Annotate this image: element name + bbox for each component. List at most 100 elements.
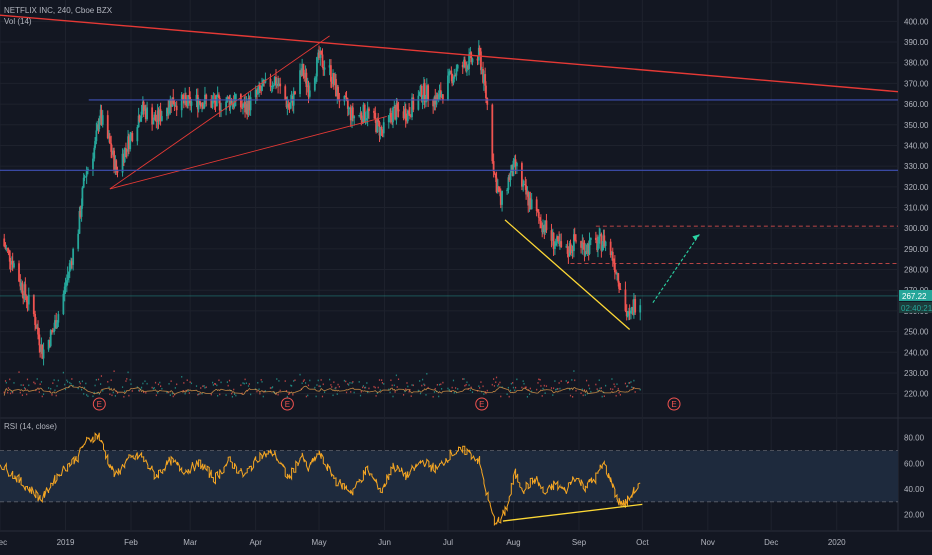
last-price-text: 267.22	[902, 292, 927, 301]
volume-bar	[316, 384, 318, 386]
candle-body	[553, 245, 556, 250]
volume-bar	[172, 395, 174, 398]
volume-bar	[539, 378, 541, 381]
volume-bar	[242, 382, 244, 384]
volume-bar	[419, 392, 422, 395]
candle-body	[394, 106, 397, 120]
candle-body	[211, 100, 214, 108]
volume-bar	[94, 384, 96, 387]
trend-drawings	[0, 14, 899, 331]
candle-body	[24, 284, 27, 297]
candle-body	[305, 72, 308, 88]
volume-bar	[471, 391, 474, 393]
candle-body	[189, 97, 192, 106]
volume-bar	[21, 394, 24, 396]
candle-body	[278, 83, 280, 86]
volume-bar	[362, 385, 365, 387]
volume-bar	[170, 380, 172, 382]
volume-bar	[138, 390, 141, 392]
candle-body	[70, 261, 73, 265]
volume-bar	[200, 387, 202, 389]
volume-bar	[66, 379, 68, 382]
volume-bar	[447, 387, 449, 390]
volume-bar	[70, 383, 72, 385]
candle-body	[125, 148, 127, 150]
volume-bar	[9, 392, 12, 395]
candle-body	[586, 243, 589, 253]
candle-body	[131, 133, 134, 142]
volume-bar	[202, 385, 204, 387]
volume-bar	[336, 393, 338, 395]
candle-body	[144, 108, 147, 120]
volume-bar	[500, 395, 502, 398]
candle-body	[54, 320, 56, 329]
volume-bar	[368, 387, 370, 390]
candle-body	[510, 165, 513, 173]
volume-bar	[211, 381, 214, 384]
volume-bar	[454, 387, 457, 389]
volume-bar	[331, 386, 333, 388]
volume-bar	[197, 393, 199, 396]
volume-bar	[203, 385, 205, 387]
volume-bar	[544, 392, 546, 394]
volume-bar	[131, 390, 133, 392]
price-axis-label: 370.00	[904, 79, 929, 88]
volume-bar	[333, 381, 335, 383]
volume-bar	[305, 395, 307, 398]
volume-bar	[417, 389, 419, 392]
volume-bar	[212, 384, 215, 386]
candle-body	[11, 260, 14, 268]
volume-bar	[434, 387, 436, 390]
volume-bar	[330, 384, 332, 386]
price-axis-label: 300.00	[904, 224, 929, 233]
candle-body	[630, 307, 633, 311]
time-axis-label: May	[311, 538, 326, 547]
candle-body	[273, 77, 276, 86]
candle-body	[8, 250, 11, 262]
price-axis-label: 220.00	[904, 390, 929, 399]
candle-body	[246, 103, 249, 115]
volume-bar	[110, 379, 112, 381]
candle-body	[18, 263, 20, 282]
volume-bar	[381, 382, 384, 384]
candle-body	[32, 294, 35, 315]
candle-body	[395, 103, 398, 120]
candle-body	[315, 76, 318, 79]
candle-body	[468, 54, 470, 69]
volume-bar	[424, 384, 426, 387]
volume-bar	[436, 383, 438, 386]
candle-body	[25, 296, 28, 303]
volume-bar	[276, 378, 278, 380]
candle-body	[571, 250, 574, 252]
rsi-axis-label: 40.00	[904, 485, 925, 494]
candle-body	[63, 286, 66, 294]
candle-body	[392, 107, 394, 123]
candle-body	[453, 74, 456, 79]
candle-body	[625, 310, 628, 317]
volume-bar	[40, 381, 43, 383]
volume-bar	[374, 386, 376, 389]
candle-body	[347, 108, 350, 110]
candle-body	[130, 133, 132, 136]
volume-bar	[307, 394, 309, 397]
volume-bar	[138, 389, 140, 392]
candle-body	[299, 70, 301, 95]
volume-bar	[159, 381, 161, 384]
volume-bar	[466, 381, 468, 384]
candle-body	[51, 330, 53, 332]
volume-bar	[182, 390, 184, 392]
volume-bar	[614, 385, 616, 388]
candle-body	[598, 234, 601, 244]
candle-body	[494, 173, 497, 178]
candle-body	[368, 108, 370, 112]
candle-body	[39, 345, 42, 352]
volume-bar	[542, 387, 544, 390]
volume-bar	[467, 388, 469, 391]
volume-bar	[540, 385, 542, 387]
volume-bar	[247, 385, 250, 387]
volume-bar	[19, 391, 21, 394]
volume-bar	[501, 386, 503, 388]
volume-bar	[383, 383, 385, 385]
candle-body	[404, 108, 407, 121]
